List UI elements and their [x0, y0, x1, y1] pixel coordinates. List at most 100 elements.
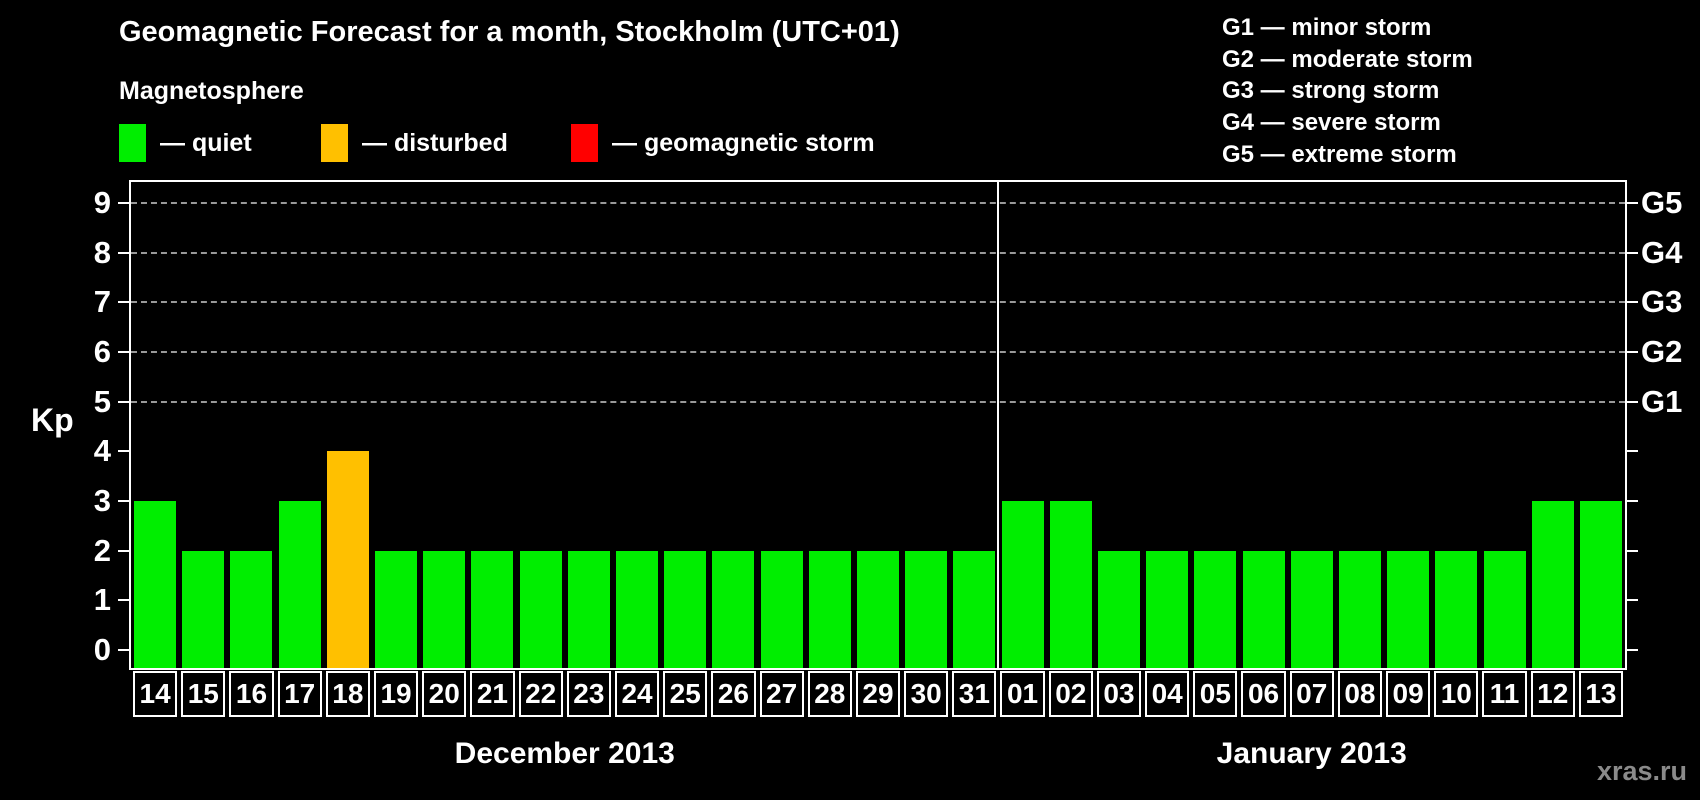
month-label: January 2013: [1216, 737, 1407, 770]
day-label: 02: [1048, 671, 1093, 717]
storm-scale-item: G1 — minor storm: [1222, 14, 1432, 41]
kp-bar: [1483, 550, 1526, 668]
g-axis-tick: [1625, 599, 1638, 602]
kp-bar: [905, 550, 948, 668]
kp-axis-tick-label: 5: [93, 383, 111, 419]
storm-scale-item: G5 — extreme storm: [1222, 140, 1457, 168]
kp-axis-tick-label: 8: [93, 234, 111, 270]
g-axis-tick: [1625, 649, 1638, 651]
kp-bar: [423, 550, 466, 668]
day-label: 04: [1145, 671, 1190, 717]
kp-bar: [664, 550, 707, 668]
day-label: 24: [614, 671, 660, 717]
kp-bar: [230, 550, 273, 668]
storm-scale-legend: G1 — minor storm G2 — moderate storm G3 — …: [1222, 12, 1473, 171]
kp-axis-tick: [118, 599, 131, 602]
kp-bar: [857, 550, 899, 668]
day-label: 31: [952, 671, 997, 717]
storm-scale-item: G3 — strong storm: [1222, 77, 1440, 105]
storm-scale-item: G4 — severe storm: [1222, 109, 1441, 137]
kp-axis-tick-label: 0: [93, 632, 111, 667]
kp-bar: [1387, 550, 1430, 668]
magnetosphere-legend: — quiet — disturbed — geomagnetic storm: [119, 120, 1039, 166]
kp-bar: [1049, 500, 1092, 668]
g-axis-tick: [1625, 350, 1638, 353]
day-label: 13: [1578, 671, 1623, 717]
legend-item-quiet: — quiet: [119, 120, 252, 166]
month-label: December 2013: [454, 737, 675, 770]
day-label: 11: [1482, 671, 1527, 717]
day-label: 22: [518, 671, 563, 717]
kp-axis-tick: [118, 350, 131, 353]
day-label: 01: [1000, 671, 1045, 717]
kp-axis-tick-label: 6: [93, 333, 111, 369]
day-label: 17: [277, 671, 322, 717]
kp-axis-tick-label: 1: [93, 582, 111, 618]
g-axis-tick: [1625, 251, 1638, 254]
chart-title: Geomagnetic Forecast for a month, Stockh…: [119, 16, 900, 48]
kp-axis-tick: [118, 499, 131, 502]
kp-bar: [471, 550, 514, 668]
kp-bar: [1435, 550, 1478, 668]
day-label: 27: [759, 671, 804, 717]
gridline-kp7: [131, 301, 1625, 304]
gridline-kp5: [131, 400, 1625, 403]
gridline-kp6: [131, 350, 1625, 353]
month-divider: [997, 182, 1000, 668]
day-label: 25: [663, 671, 708, 717]
day-label: 10: [1434, 671, 1479, 717]
day-label: 16: [229, 671, 274, 717]
kp-axis-tick-label: 9: [93, 184, 111, 220]
kp-bar: [326, 451, 369, 668]
day-label: 05: [1193, 671, 1238, 717]
day-label: 21: [470, 671, 515, 717]
legend-swatch-quiet: [119, 124, 146, 162]
kp-axis-tick: [118, 649, 131, 651]
day-label: 14: [133, 671, 178, 717]
g-axis-label-g2: G2: [1641, 333, 1683, 369]
day-label: 19: [373, 671, 419, 717]
kp-bar: [808, 550, 851, 668]
gridline-kp9: [131, 201, 1625, 204]
kp-bar: [375, 550, 418, 668]
magnetosphere-label: Magnetosphere: [119, 77, 304, 105]
g-axis-label-g4: G4: [1641, 234, 1683, 270]
legend-swatch-disturbed: [321, 124, 348, 162]
kp-bar: [712, 550, 755, 668]
kp-axis-tick: [118, 549, 131, 552]
day-label: 20: [422, 671, 467, 717]
day-label: 09: [1386, 671, 1431, 717]
kp-axis-tick: [118, 301, 131, 304]
kp-axis-tick-label: 2: [93, 532, 111, 568]
day-label: 03: [1096, 671, 1142, 717]
kp-axis-tick-label: 4: [93, 433, 111, 469]
g-axis-tick: [1625, 549, 1638, 552]
kp-bar: [1001, 500, 1044, 668]
g-axis-tick: [1625, 301, 1638, 304]
day-label: 23: [566, 671, 611, 717]
legend-label-quiet: — quiet: [160, 128, 252, 157]
storm-scale-item: G2 — moderate storm: [1222, 45, 1473, 73]
day-label: 06: [1241, 671, 1286, 717]
kp-bar: [1242, 550, 1285, 668]
kp-bar: [760, 550, 803, 668]
kp-bar: [1097, 550, 1140, 668]
legend-label-storm: — geomagnetic storm: [612, 128, 875, 157]
kp-bar: [182, 550, 225, 668]
kp-bar: [134, 500, 177, 668]
day-label: 07: [1289, 671, 1334, 717]
kp-axis-tick: [118, 400, 131, 403]
day-label: 08: [1337, 671, 1383, 717]
day-label: 30: [904, 671, 949, 717]
kp-bar-chart: 0 1 2 3 4 5 6 7 8 9 Kp G1 G2 G3 G4 G5 14 15 16 17 18 19 20 21 22…: [31, 180, 1682, 717]
legend-item-disturbed: — disturbed: [321, 120, 508, 166]
day-label: 12: [1530, 671, 1575, 717]
kp-bar: [1146, 550, 1189, 668]
kp-bar: [1338, 550, 1381, 668]
kp-axis-tick: [118, 450, 131, 453]
g-axis-tick: [1625, 400, 1638, 403]
kp-bar: [1194, 550, 1237, 668]
g-axis-label-g3: G3: [1641, 284, 1683, 320]
g-axis-tick: [1625, 450, 1638, 453]
